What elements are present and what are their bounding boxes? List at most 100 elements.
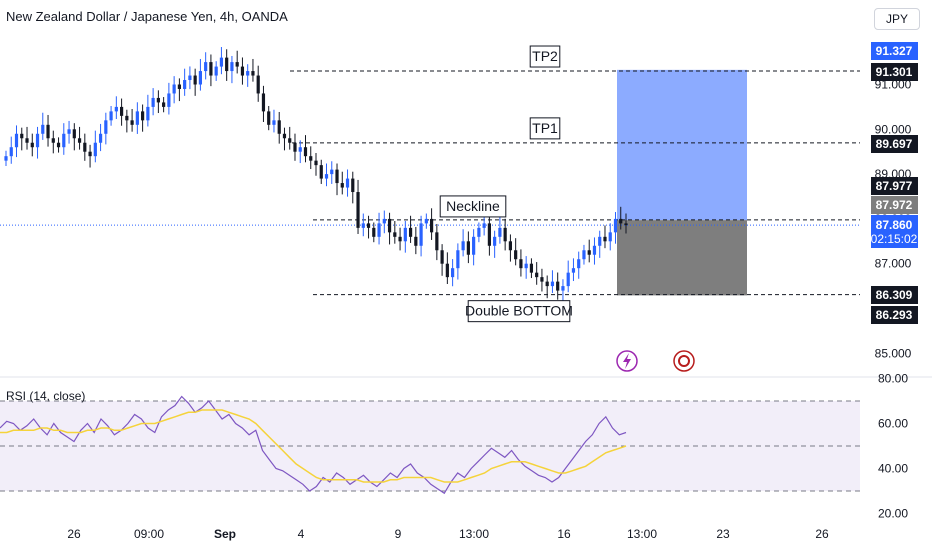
candle-body — [246, 71, 250, 76]
candle — [88, 144, 92, 168]
candle-body — [414, 236, 418, 246]
candle-body — [561, 286, 565, 291]
candle-body — [125, 115, 129, 121]
candle — [288, 126, 292, 150]
candle — [251, 58, 255, 82]
price-label-0: 91.327 — [871, 42, 918, 60]
candle — [592, 237, 597, 265]
annotation-2: Neckline — [439, 195, 507, 218]
candle — [204, 52, 208, 80]
candle — [83, 133, 87, 161]
flash-icon-bolt — [623, 353, 631, 369]
candle-body — [393, 232, 397, 237]
candle-body — [83, 142, 87, 152]
annotation-box — [529, 45, 561, 68]
candle-body — [319, 165, 323, 179]
candle-body — [377, 223, 381, 237]
candle — [188, 66, 192, 90]
candle — [414, 226, 418, 255]
candle — [56, 137, 61, 153]
candle-body — [361, 223, 365, 228]
candle — [151, 88, 155, 116]
candle — [14, 125, 19, 158]
candle-body — [14, 133, 19, 148]
price-label-text: 91.327 — [876, 44, 913, 58]
candle — [109, 106, 113, 126]
candle — [183, 68, 187, 96]
currency-selector[interactable]: JPY — [874, 8, 920, 30]
candle-body — [177, 84, 181, 89]
candle-body — [498, 227, 502, 237]
candle-body — [298, 147, 302, 152]
price-label-text: 86.309 — [876, 288, 913, 302]
candle — [172, 76, 176, 104]
price-label-text: 91.301 — [876, 65, 913, 79]
x-tick-label: 9 — [395, 527, 402, 541]
candle-body — [535, 272, 539, 278]
event-icons — [616, 350, 695, 372]
candle-body — [624, 223, 628, 226]
y-tick-label: 90.000 — [875, 122, 912, 136]
candle — [398, 227, 402, 251]
candle — [125, 109, 129, 133]
candle-body — [613, 218, 618, 233]
candle — [361, 213, 365, 237]
candle-body — [230, 62, 234, 72]
candle — [4, 150, 8, 167]
candle-body — [67, 129, 71, 134]
candle-body — [587, 250, 591, 255]
candle-body — [466, 241, 470, 255]
candle-body — [256, 75, 260, 94]
current-price-bg — [871, 215, 918, 248]
candle — [235, 50, 239, 74]
candle — [219, 47, 224, 75]
candle-body — [188, 75, 192, 81]
rsi-y-tick: 20.00 — [878, 507, 908, 521]
candle-body — [146, 106, 150, 121]
candle-body — [293, 142, 297, 152]
candle — [130, 108, 134, 132]
candle-body — [162, 102, 166, 107]
candle — [303, 135, 308, 163]
candle-body — [550, 281, 555, 287]
candle-body — [214, 66, 218, 76]
candle — [461, 229, 465, 257]
x-tick-label: 09:00 — [134, 527, 164, 541]
candle — [366, 215, 371, 239]
candle-body — [109, 111, 113, 121]
candle-body — [356, 192, 360, 228]
annotation-box — [529, 117, 561, 140]
candle — [41, 112, 45, 140]
annotation-text: TP2 — [532, 48, 558, 64]
candle — [298, 140, 302, 164]
candle — [35, 126, 40, 159]
candle-body — [46, 124, 50, 139]
candle-body — [566, 272, 570, 287]
candle — [382, 210, 386, 234]
candle-body — [93, 142, 97, 157]
candle-body — [30, 142, 34, 148]
candle — [435, 223, 439, 261]
candle — [419, 215, 423, 257]
candle-body — [366, 223, 371, 228]
candle-body — [183, 80, 187, 89]
candle — [309, 146, 313, 170]
position-zones — [617, 69, 747, 296]
candle — [377, 212, 381, 245]
candle — [282, 127, 287, 151]
candle-body — [151, 97, 155, 107]
candle — [246, 64, 250, 87]
candle-body — [330, 169, 334, 175]
annotation-1: TP1 — [529, 117, 561, 140]
price-label-bg — [871, 196, 918, 214]
candle-body — [219, 57, 224, 67]
candle — [387, 212, 392, 245]
candle-body — [272, 120, 276, 125]
candles — [4, 47, 628, 302]
candle-body — [445, 263, 449, 278]
price-label-5: 86.309 — [871, 286, 918, 304]
candle-body — [288, 138, 292, 143]
candle — [177, 78, 181, 102]
candle-body — [372, 227, 376, 237]
